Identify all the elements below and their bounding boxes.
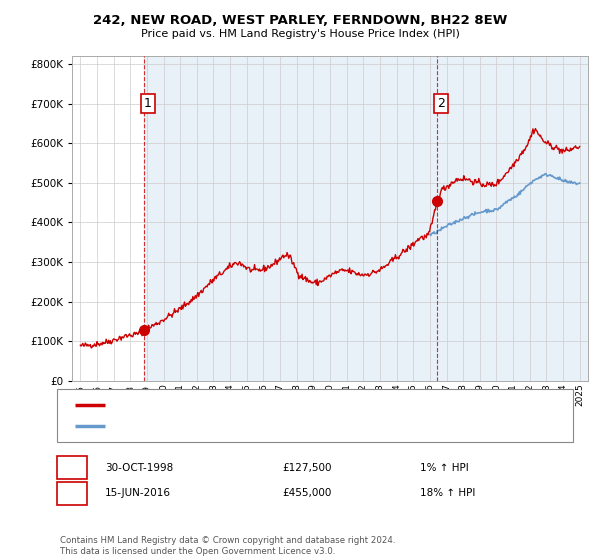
Text: 2: 2 [68, 488, 76, 498]
Bar [437, 56, 588, 381]
Text: 1% ↑ HPI: 1% ↑ HPI [420, 463, 469, 473]
Text: 242, NEW ROAD, WEST PARLEY, FERNDOWN, BH22 8EW: 242, NEW ROAD, WEST PARLEY, FERNDOWN, BH… [93, 14, 507, 27]
Text: £127,500: £127,500 [282, 463, 331, 473]
Text: Price paid vs. HM Land Registry's House Price Index (HPI): Price paid vs. HM Land Registry's House … [140, 29, 460, 39]
Text: 242, NEW ROAD, WEST PARLEY, FERNDOWN, BH22 8EW (detached house): 242, NEW ROAD, WEST PARLEY, FERNDOWN, BH… [111, 400, 476, 410]
Text: £455,000: £455,000 [282, 488, 331, 498]
Text: 15-JUN-2016: 15-JUN-2016 [105, 488, 171, 498]
Text: Contains HM Land Registry data © Crown copyright and database right 2024.
This d: Contains HM Land Registry data © Crown c… [60, 536, 395, 556]
Text: HPI: Average price, detached house, Dorset: HPI: Average price, detached house, Dors… [111, 421, 325, 431]
Text: 2: 2 [437, 97, 445, 110]
Text: 30-OCT-1998: 30-OCT-1998 [105, 463, 173, 473]
Text: 1: 1 [68, 463, 76, 473]
Text: 1: 1 [144, 97, 152, 110]
Text: 18% ↑ HPI: 18% ↑ HPI [420, 488, 475, 498]
Bar [144, 56, 437, 381]
